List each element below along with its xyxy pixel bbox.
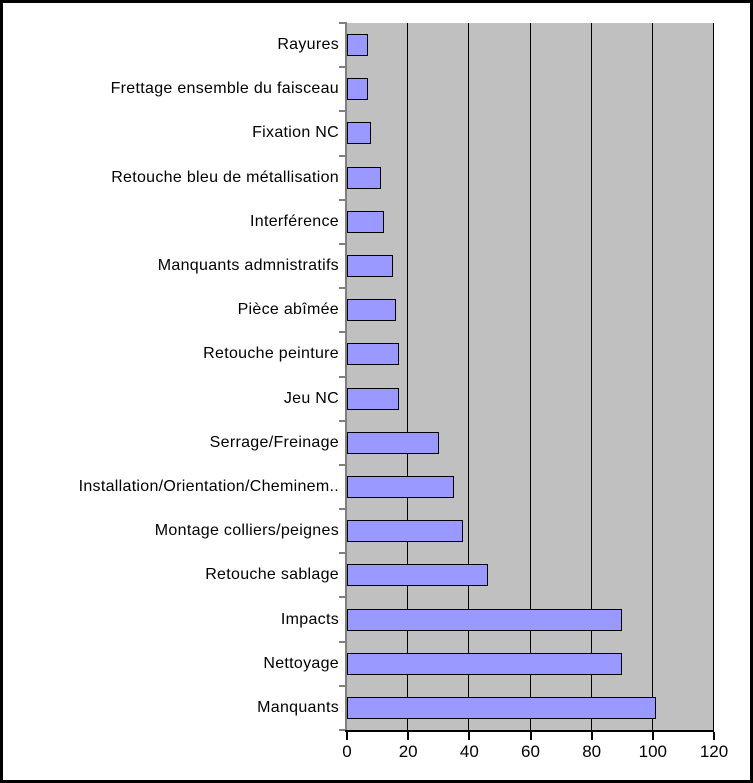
y-tick (339, 66, 346, 68)
bar-2 (347, 78, 368, 101)
category-label: Nettoyage (263, 654, 339, 672)
bar-10 (347, 431, 439, 454)
x-tick (529, 732, 532, 740)
category-label: Pièce abîmée (237, 301, 339, 319)
bar-3 (347, 122, 371, 145)
y-tick (339, 376, 346, 378)
plot-area (347, 23, 714, 730)
x-tick (346, 732, 348, 740)
bar-13 (347, 564, 488, 587)
y-tick (339, 552, 346, 554)
x-axis (345, 730, 714, 732)
y-tick (339, 243, 346, 245)
y-tick (339, 641, 346, 643)
y-tick (339, 155, 346, 157)
gridline-100 (651, 23, 653, 730)
category-label: Retouche peinture (203, 345, 339, 363)
category-label: Retouche sablage (205, 566, 339, 584)
bar-16 (347, 696, 656, 719)
gridline-80 (590, 23, 592, 730)
x-tick-label: 100 (638, 742, 668, 761)
category-label: Installation/Orientation/Cheminem.. (78, 477, 339, 495)
category-label: Jeu NC (283, 389, 339, 407)
category-label: Impacts (280, 610, 339, 628)
x-tick-label: 120 (699, 742, 729, 761)
y-tick (339, 729, 346, 731)
y-tick (339, 508, 346, 510)
gridline-60 (529, 23, 531, 730)
bar-4 (347, 166, 381, 189)
bar-11 (347, 475, 454, 498)
y-tick (339, 22, 346, 24)
category-label: Interférence (250, 212, 339, 230)
x-tick-label: 20 (398, 742, 418, 761)
y-tick (339, 685, 346, 687)
bar-15 (347, 652, 622, 675)
y-tick (339, 199, 346, 201)
x-tick (651, 732, 654, 740)
category-label: Retouche bleu de métallisation (111, 168, 339, 186)
y-tick (339, 420, 346, 422)
gridline-120 (713, 23, 714, 730)
gridline-20 (407, 23, 409, 730)
bar-12 (347, 520, 463, 543)
gridline-40 (468, 23, 470, 730)
y-tick (339, 331, 346, 333)
y-axis (345, 22, 347, 731)
bar-1 (347, 34, 368, 57)
category-label: Frettage ensemble du faisceau (110, 80, 339, 98)
bar-5 (347, 210, 384, 233)
x-tick-label: 0 (342, 742, 352, 761)
x-tick (713, 732, 715, 740)
category-label: Fixation NC (252, 124, 339, 142)
x-tick (468, 732, 471, 740)
y-tick (339, 110, 346, 112)
x-tick-label: 80 (582, 742, 602, 761)
category-label: Serrage/Freinage (209, 433, 339, 451)
x-tick-label: 60 (521, 742, 540, 761)
category-label: Manquants (257, 698, 339, 716)
bar-14 (347, 608, 622, 631)
y-tick (339, 596, 346, 598)
category-label: Rayures (277, 36, 339, 54)
bar-6 (347, 255, 393, 278)
bar-9 (347, 387, 399, 410)
y-tick (339, 287, 346, 289)
y-tick (339, 464, 346, 466)
x-tick (407, 732, 410, 740)
category-label: Montage colliers/peignes (154, 522, 339, 540)
category-label: Manquants admnistratifs (157, 257, 339, 275)
bar-7 (347, 299, 396, 322)
x-tick (590, 732, 593, 740)
bar-8 (347, 343, 399, 366)
x-tick-label: 40 (459, 742, 479, 761)
